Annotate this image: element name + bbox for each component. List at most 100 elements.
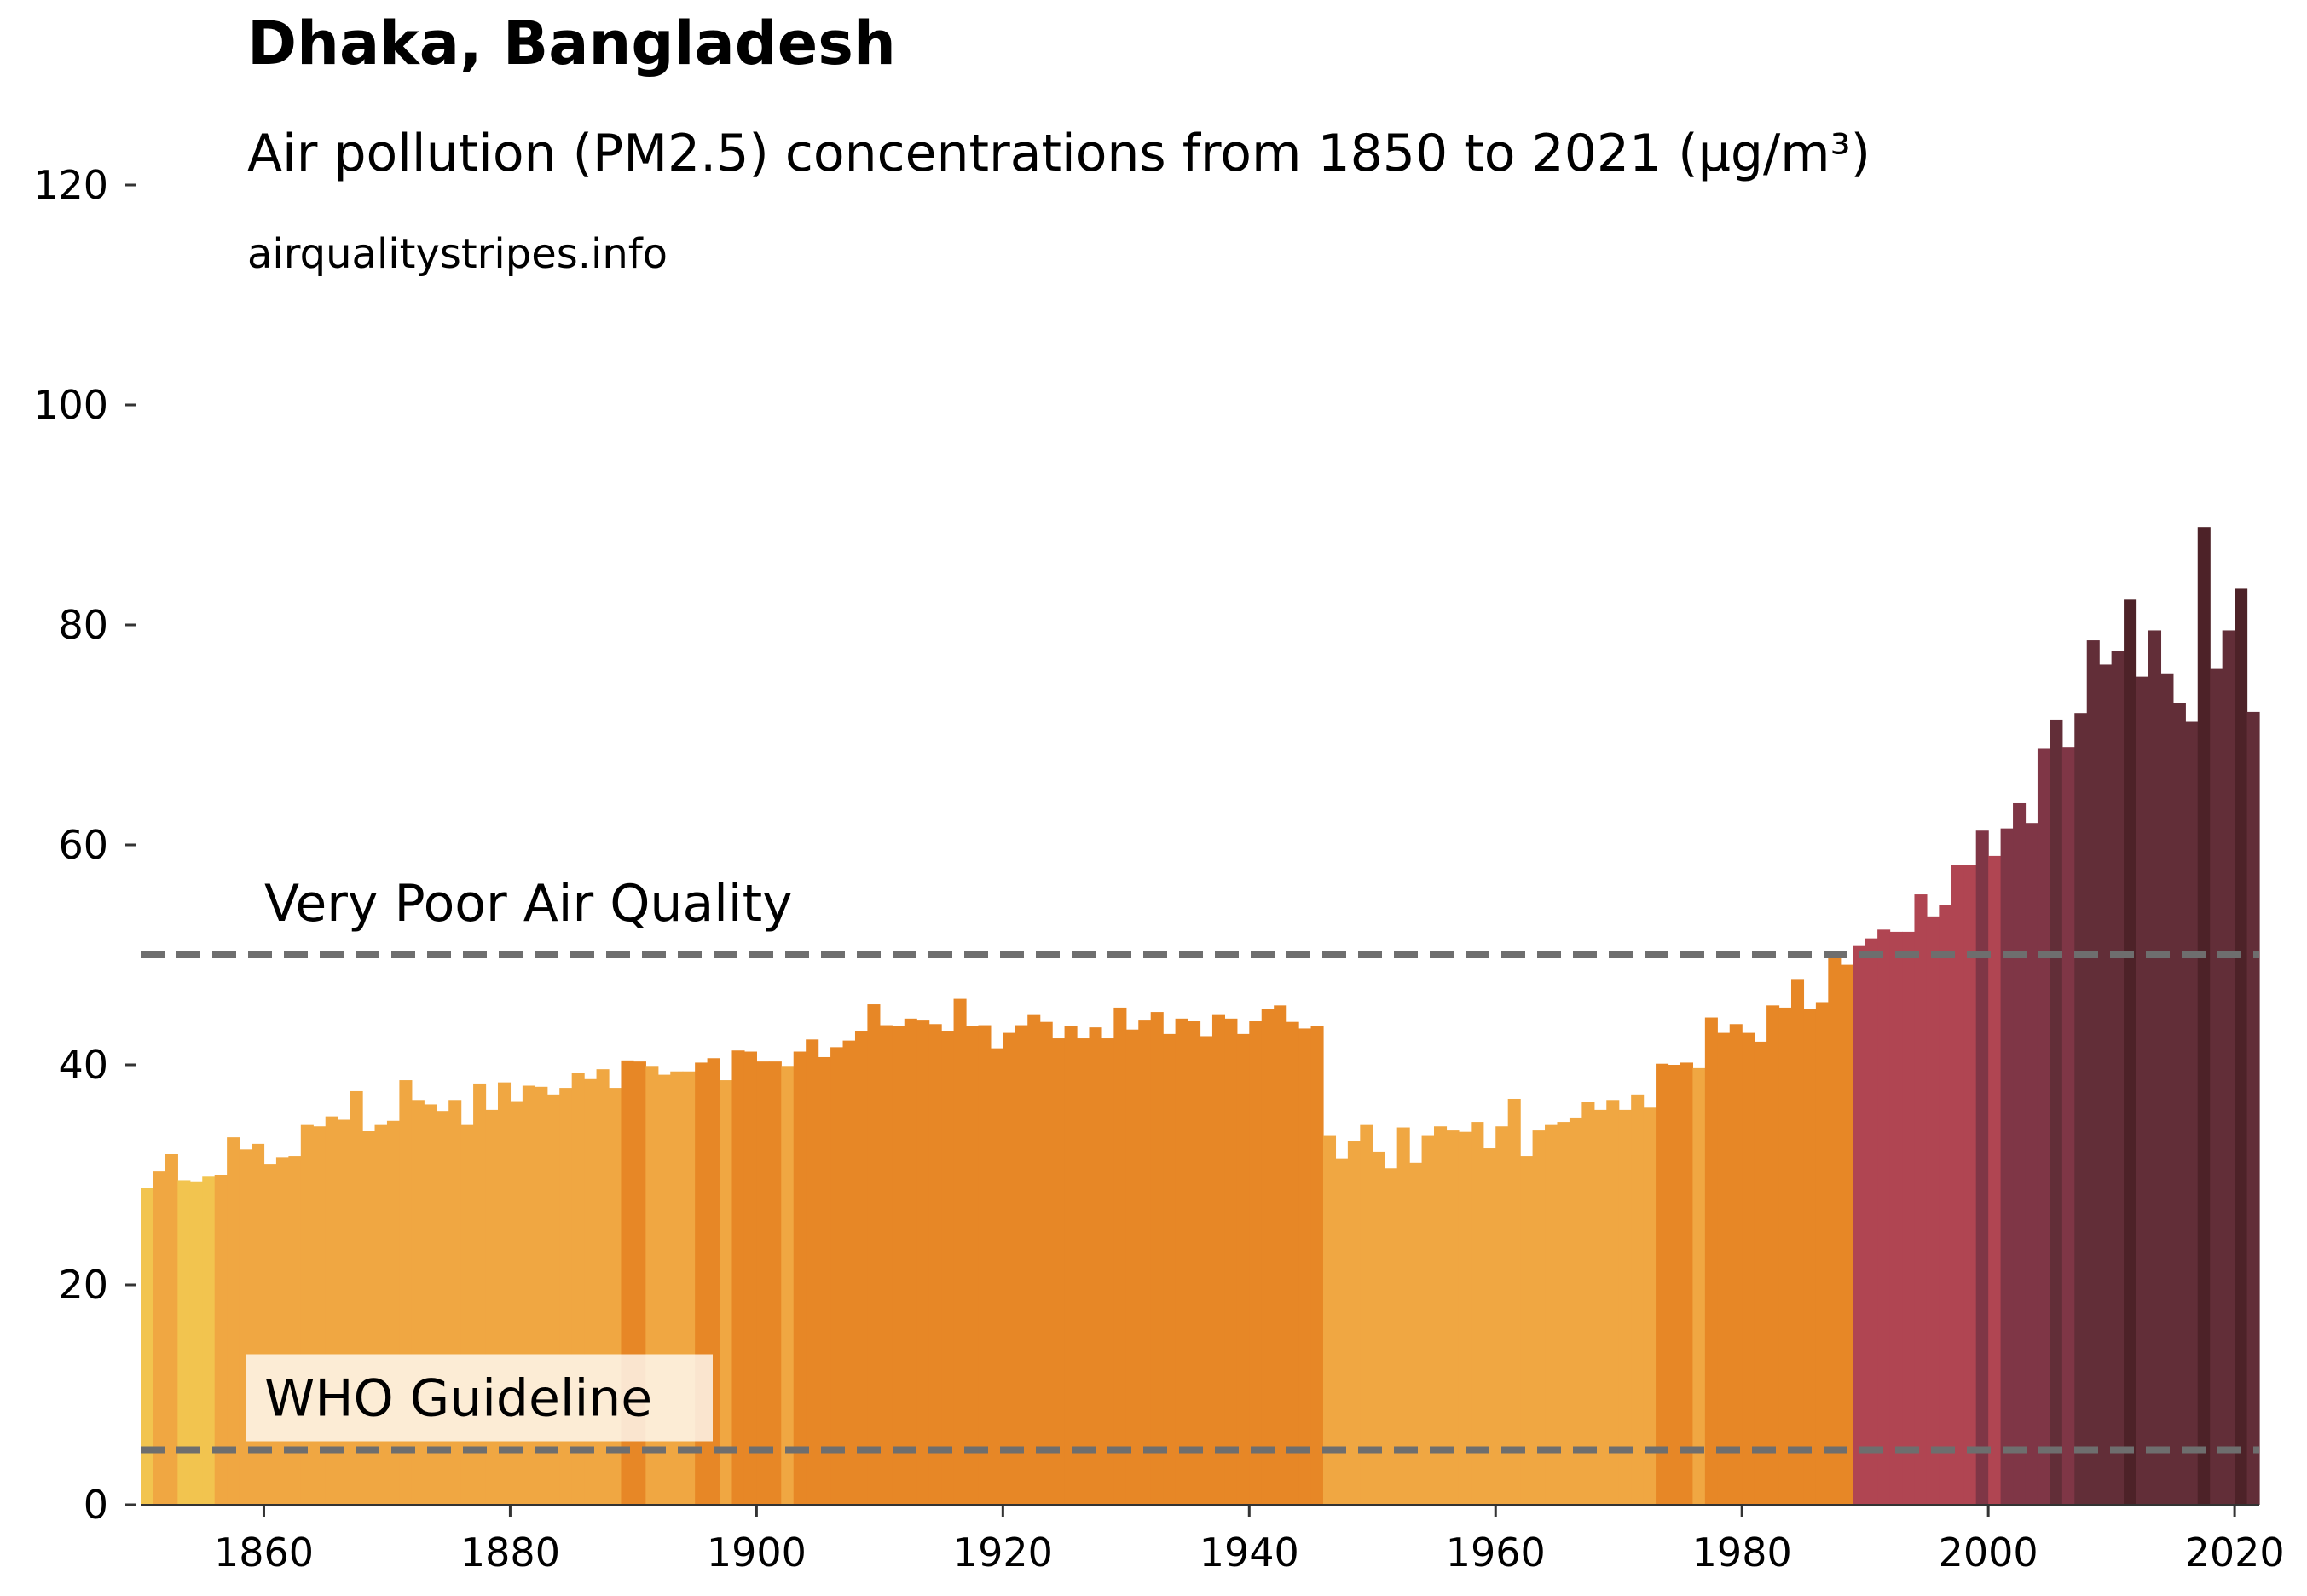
bar-1970 bbox=[1618, 1109, 1632, 1505]
bar-2007 bbox=[2074, 713, 2088, 1505]
bar-1916 bbox=[953, 998, 967, 1505]
bar-1910 bbox=[879, 1025, 893, 1505]
bar-2010 bbox=[2111, 651, 2125, 1505]
bar-1920 bbox=[1003, 1032, 1016, 1505]
chart-subtitle: Air pollution (PM2.5) concentrations fro… bbox=[247, 124, 1871, 183]
bar-1929 bbox=[1113, 1007, 1127, 1505]
bar-1882 bbox=[535, 1086, 548, 1505]
bar-1888 bbox=[609, 1088, 622, 1505]
bar-2009 bbox=[2099, 664, 2113, 1505]
bar-1992 bbox=[1889, 931, 1903, 1505]
bar-2021 bbox=[2246, 711, 2260, 1505]
x-tick-label-1920: 1920 bbox=[953, 1530, 1053, 1576]
bar-1952 bbox=[1396, 1127, 1410, 1505]
bar-1931 bbox=[1138, 1020, 1152, 1505]
bar-1996 bbox=[1939, 905, 1952, 1505]
bar-1966 bbox=[1569, 1117, 1582, 1505]
bar-1998 bbox=[1963, 864, 1977, 1505]
bar-1962 bbox=[1520, 1156, 1534, 1505]
bar-1979 bbox=[1729, 1024, 1743, 1505]
bar-2003 bbox=[2025, 823, 2038, 1505]
bar-1969 bbox=[1606, 1100, 1620, 1505]
bar-1897 bbox=[720, 1080, 733, 1505]
bar-1984 bbox=[1790, 979, 1805, 1505]
bar-1938 bbox=[1224, 1018, 1238, 1505]
bar-1997 bbox=[1951, 864, 1964, 1505]
bar-1924 bbox=[1052, 1038, 1066, 1505]
bar-1967 bbox=[1581, 1102, 1595, 1505]
bar-1990 bbox=[1865, 938, 1878, 1505]
bar-1856 bbox=[214, 1175, 228, 1505]
y-tick-label-40: 40 bbox=[58, 1042, 108, 1088]
y-tick-label-120: 120 bbox=[33, 162, 108, 208]
bar-1963 bbox=[1532, 1130, 1546, 1505]
threshold-label-box-1 bbox=[246, 1354, 713, 1442]
bar-1948 bbox=[1347, 1141, 1361, 1505]
bar-1883 bbox=[546, 1094, 560, 1505]
threshold-label-0: Very Poor Air Quality bbox=[264, 874, 793, 934]
bar-2000 bbox=[1988, 855, 2002, 1505]
bar-1991 bbox=[1877, 929, 1891, 1505]
bar-1977 bbox=[1704, 1017, 1718, 1505]
bar-1914 bbox=[928, 1024, 942, 1505]
x-tick-label-1940: 1940 bbox=[1200, 1530, 1299, 1576]
bar-1872 bbox=[411, 1100, 425, 1505]
bar-1905 bbox=[818, 1056, 831, 1505]
bar-1972 bbox=[1643, 1107, 1657, 1505]
bar-1950 bbox=[1372, 1151, 1385, 1505]
bar-1902 bbox=[781, 1066, 795, 1505]
bar-1971 bbox=[1631, 1094, 1645, 1505]
y-tick-label-0: 0 bbox=[84, 1482, 108, 1528]
bar-1999 bbox=[1975, 830, 1989, 1505]
axes-group: 0 20 40 60 80 100 120 1860 1880 1900 1920 1940 1960 1… bbox=[33, 162, 2284, 1576]
bar-1919 bbox=[990, 1048, 1003, 1505]
bar-1903 bbox=[793, 1051, 807, 1505]
bar-1860 bbox=[263, 1164, 277, 1505]
bar-1951 bbox=[1385, 1168, 1398, 1505]
bar-2020 bbox=[2235, 588, 2248, 1506]
bar-1982 bbox=[1766, 1005, 1780, 1505]
bar-1854 bbox=[189, 1181, 203, 1505]
bar-1964 bbox=[1545, 1124, 1558, 1505]
bar-2012 bbox=[2136, 676, 2149, 1505]
bar-1980 bbox=[1742, 1032, 1755, 1505]
bar-1852 bbox=[165, 1154, 178, 1505]
bar-1942 bbox=[1274, 1005, 1287, 1505]
bar-1921 bbox=[1015, 1025, 1028, 1505]
bar-1906 bbox=[830, 1047, 844, 1505]
bar-1873 bbox=[424, 1104, 437, 1505]
bar-2017 bbox=[2197, 527, 2211, 1506]
bar-1927 bbox=[1089, 1027, 1102, 1505]
bar-1944 bbox=[1298, 1028, 1312, 1505]
bar-1978 bbox=[1717, 1032, 1731, 1505]
bar-1915 bbox=[941, 1031, 955, 1505]
bar-1932 bbox=[1150, 1012, 1164, 1505]
bar-1956 bbox=[1446, 1130, 1460, 1505]
bar-1917 bbox=[965, 1026, 980, 1505]
bar-1976 bbox=[1692, 1067, 1706, 1505]
y-tick-label-80: 80 bbox=[58, 602, 108, 648]
bar-1959 bbox=[1483, 1148, 1496, 1505]
chart-title: Dhaka, Bangladesh bbox=[247, 9, 896, 78]
bar-1933 bbox=[1163, 1033, 1177, 1505]
y-tick-label-100: 100 bbox=[33, 382, 108, 428]
bar-2005 bbox=[2050, 719, 2063, 1505]
bar-1958 bbox=[1471, 1122, 1484, 1505]
bar-1937 bbox=[1211, 1014, 1225, 1505]
x-tick-label-1860: 1860 bbox=[214, 1530, 314, 1576]
bar-2002 bbox=[2013, 802, 2027, 1505]
bar-1875 bbox=[448, 1100, 462, 1505]
bar-1953 bbox=[1409, 1162, 1423, 1505]
bar-1884 bbox=[559, 1088, 573, 1505]
bar-1935 bbox=[1188, 1021, 1201, 1505]
bar-1936 bbox=[1200, 1036, 1213, 1505]
bar-2006 bbox=[2061, 747, 2075, 1505]
bar-1960 bbox=[1495, 1126, 1509, 1505]
chart-source: airqualitystripes.info bbox=[247, 230, 668, 278]
bar-1930 bbox=[1125, 1029, 1139, 1505]
bar-1965 bbox=[1557, 1122, 1570, 1505]
bar-1898 bbox=[731, 1050, 745, 1505]
bar-2015 bbox=[2172, 703, 2186, 1505]
bar-1955 bbox=[1434, 1126, 1448, 1505]
bar-1908 bbox=[854, 1031, 869, 1505]
